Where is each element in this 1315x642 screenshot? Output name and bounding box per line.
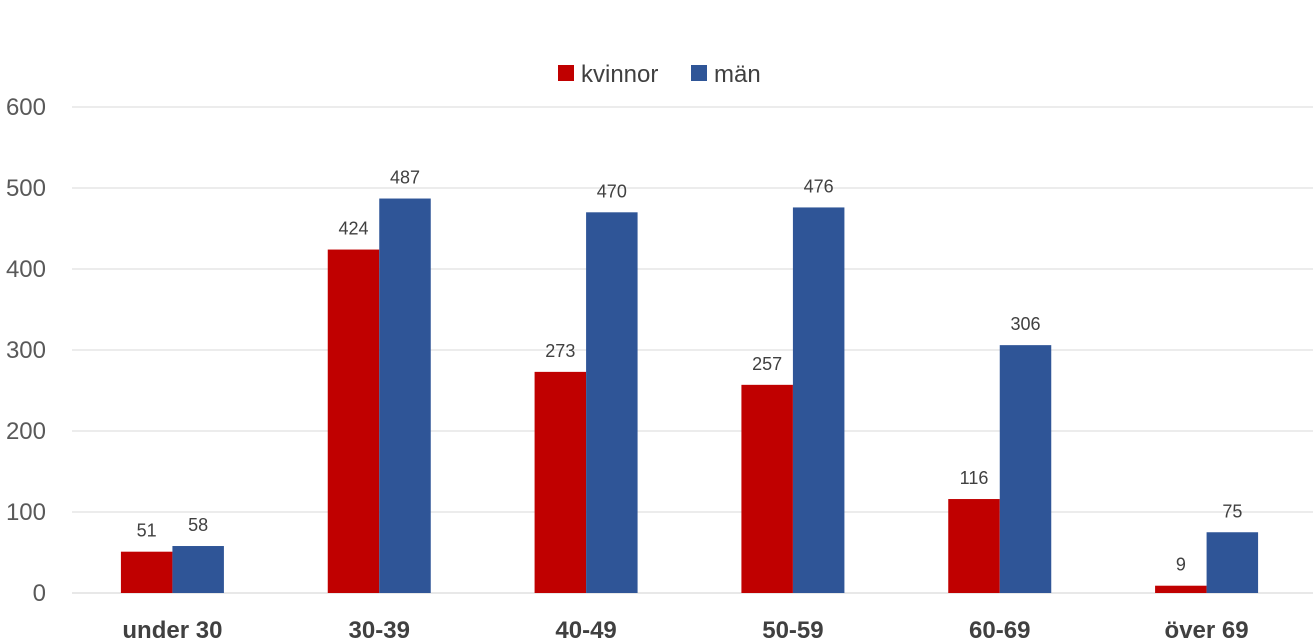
y-tick-label: 0 — [33, 580, 46, 607]
data-label: 424 — [338, 219, 368, 239]
bar-kvinnor — [534, 371, 587, 593]
bar-kvinnor — [741, 384, 793, 593]
bar-kvinnor — [120, 551, 173, 593]
y-tick-label: 100 — [6, 499, 46, 526]
legend-swatch-kvinnor — [558, 65, 574, 81]
data-label: 273 — [545, 341, 575, 361]
gridlines — [72, 106, 1313, 594]
data-label: 257 — [752, 354, 782, 374]
x-axis: under 30 30-39 40-49 50-59 60-69 över 69 — [122, 617, 1248, 642]
x-tick-label: under 30 — [122, 617, 222, 642]
data-label: 116 — [960, 468, 989, 488]
y-tick-label: 500 — [6, 175, 46, 202]
data-label: 487 — [390, 168, 420, 188]
legend: kvinnor män — [558, 61, 761, 88]
bar-kvinnor — [948, 499, 1000, 593]
x-tick-label: 40-49 — [555, 617, 616, 642]
x-tick-label: 50-59 — [762, 617, 823, 642]
bar-män — [172, 546, 224, 593]
data-label: 306 — [1010, 314, 1040, 334]
bars — [120, 198, 1259, 594]
legend-label-kvinnor: kvinnor — [581, 61, 658, 88]
data-label: 58 — [188, 515, 208, 535]
data-label: 51 — [137, 521, 157, 541]
x-tick-label: 30-39 — [349, 617, 410, 642]
y-tick-label: 400 — [6, 256, 46, 283]
bar-män — [1206, 532, 1259, 593]
data-label: 476 — [804, 176, 834, 196]
legend-swatch-män — [691, 65, 707, 81]
y-tick-label: 300 — [6, 337, 46, 364]
bar-män — [999, 345, 1052, 593]
bar-män — [586, 212, 638, 594]
data-label: 75 — [1222, 501, 1242, 521]
data-label: 470 — [597, 181, 627, 201]
bar-kvinnor — [1155, 585, 1207, 593]
legend-label-män: män — [714, 61, 761, 88]
y-tick-label: 200 — [6, 418, 46, 445]
bar-män — [379, 198, 431, 593]
x-tick-label: över 69 — [1165, 617, 1249, 642]
bar-män — [792, 207, 845, 593]
y-tick-label: 600 — [6, 94, 46, 121]
y-axis: 0 100 200 300 400 500 600 — [6, 94, 46, 607]
data-labels: 51 58 424 487 273 470 257 476 116 306 9 75 — [137, 168, 1243, 575]
x-tick-label: 60-69 — [969, 617, 1030, 642]
data-label: 9 — [1176, 555, 1186, 575]
bar-kvinnor — [327, 249, 380, 593]
